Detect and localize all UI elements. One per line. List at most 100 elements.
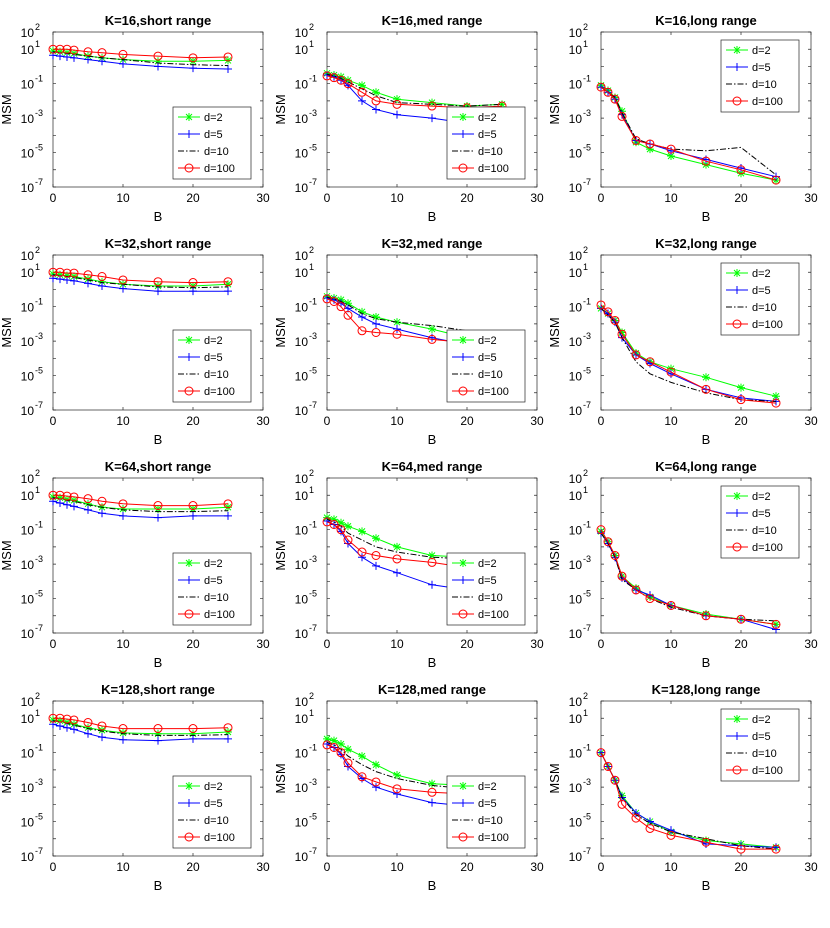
legend-marker <box>732 319 742 329</box>
data-point <box>224 280 232 289</box>
y-tick-label: 10 -1 <box>21 74 43 92</box>
y-axis-label: MSM <box>273 540 288 570</box>
data-point <box>118 499 128 509</box>
x-tick-label: 10 <box>116 414 130 428</box>
data-point <box>336 75 346 85</box>
data-point <box>224 734 232 743</box>
x-tick-label: 0 <box>598 637 605 651</box>
data-point <box>358 307 366 316</box>
data-point <box>189 57 197 66</box>
series-line <box>326 296 503 333</box>
y-tick-base: 10 <box>21 370 35 384</box>
y-tick-base: 10 <box>21 249 35 263</box>
x-axis-label: B <box>154 209 163 224</box>
series-line <box>600 304 777 404</box>
legend-label: d=10 <box>204 146 229 158</box>
y-tick-base: 10 <box>569 472 583 486</box>
data-point <box>393 318 401 327</box>
data-point <box>343 310 353 320</box>
y-axis-label: MSM <box>0 94 14 124</box>
data-point <box>631 813 641 823</box>
x-tick-label: 10 <box>664 860 678 874</box>
legend-marker <box>733 269 741 277</box>
data-point <box>48 267 58 277</box>
data-point <box>56 493 64 502</box>
y-tick-label: 10 1 <box>295 485 314 503</box>
data-point <box>98 509 106 518</box>
legend-label: d=5 <box>478 798 497 810</box>
x-axis-label: B <box>154 432 163 447</box>
y-tick-base: 10 <box>21 266 35 280</box>
legend-label: d=2 <box>752 45 771 57</box>
data-point <box>97 272 107 282</box>
y-tick-exponent: -1 <box>583 743 591 753</box>
data-point <box>56 721 64 730</box>
y-tick-base: 10 <box>569 524 583 538</box>
legend-box <box>720 39 800 113</box>
y-tick-base: 10 <box>569 558 583 572</box>
x-tick-label: 30 <box>256 860 270 874</box>
y-tick-base: 10 <box>295 370 309 384</box>
data-point <box>771 844 781 854</box>
data-point <box>189 282 197 290</box>
data-point <box>428 114 436 123</box>
y-tick-label: 10 -3 <box>295 108 317 126</box>
x-tick-label: 10 <box>390 414 404 428</box>
x-tick-label: 30 <box>804 414 818 428</box>
data-point <box>49 497 57 506</box>
data-point <box>84 505 92 514</box>
y-tick-base: 10 <box>295 781 309 795</box>
y-tick-label: 10 -5 <box>569 366 591 384</box>
y-tick-exponent: -7 <box>309 177 317 187</box>
y-tick-exponent: 1 <box>583 708 588 718</box>
data-point <box>427 334 437 344</box>
legend-marker <box>459 559 467 567</box>
y-tick-exponent: 1 <box>309 708 314 718</box>
data-point <box>70 502 78 511</box>
data-point <box>63 723 71 732</box>
data-point <box>667 826 675 835</box>
y-tick-base: 10 <box>21 404 35 418</box>
data-point <box>153 501 163 511</box>
data-point <box>617 799 627 809</box>
data-point <box>55 44 65 54</box>
legend-label: d=5 <box>478 352 497 364</box>
legend-marker <box>459 336 467 344</box>
legend-label: d=100 <box>478 609 509 621</box>
y-tick-base: 10 <box>569 695 583 709</box>
data-point <box>189 64 197 73</box>
x-axis-label: B <box>428 655 437 670</box>
y-tick-base: 10 <box>295 266 309 280</box>
data-point <box>48 490 58 500</box>
data-point <box>632 808 640 817</box>
legend-marker <box>733 715 741 723</box>
legend-marker <box>185 353 193 361</box>
y-tick-base: 10 <box>569 850 583 864</box>
data-point <box>392 554 402 564</box>
data-point <box>702 373 710 382</box>
series-line <box>600 307 777 397</box>
y-tick-label: 10 -3 <box>569 777 591 795</box>
data-point <box>69 268 79 278</box>
data-point <box>428 325 436 334</box>
legend-label: d=2 <box>204 781 223 793</box>
data-point <box>223 52 233 62</box>
data-point <box>56 47 64 56</box>
data-point <box>427 787 437 797</box>
data-point <box>56 498 64 507</box>
y-tick-base: 10 <box>21 335 35 349</box>
legend-label: d=2 <box>478 558 497 570</box>
legend-marker <box>185 336 193 344</box>
y-axis-label: MSM <box>0 317 14 347</box>
y-tick-base: 10 <box>21 181 35 195</box>
y-tick-exponent: -1 <box>35 520 43 530</box>
y-tick-label: 10 2 <box>295 691 314 709</box>
legend: d=2 d=5 d=10 d=100 <box>172 329 252 403</box>
series-line <box>52 497 229 513</box>
y-tick-exponent: -3 <box>35 331 43 341</box>
data-point <box>344 76 352 85</box>
legend-marker <box>458 832 468 842</box>
y-tick-base: 10 <box>569 266 583 280</box>
